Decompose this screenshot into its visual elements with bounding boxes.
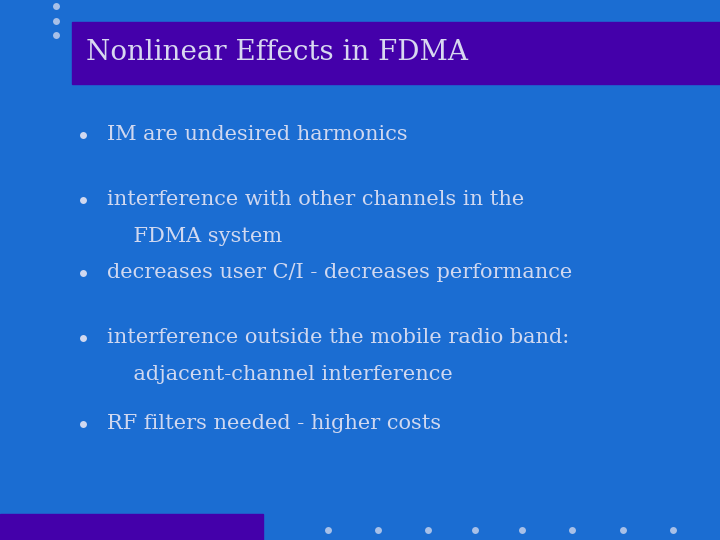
- Bar: [72, 22, 720, 84]
- Text: RF filters needed - higher costs: RF filters needed - higher costs: [107, 414, 441, 434]
- Text: FDMA system: FDMA system: [107, 227, 282, 246]
- Text: interference with other channels in the: interference with other channels in the: [107, 190, 524, 210]
- Text: decreases user C/I - decreases performance: decreases user C/I - decreases performan…: [107, 263, 572, 282]
- Text: Nonlinear Effects in FDMA: Nonlinear Effects in FDMA: [86, 39, 469, 66]
- Text: adjacent-channel interference: adjacent-channel interference: [107, 364, 452, 384]
- Text: interference outside the mobile radio band:: interference outside the mobile radio ba…: [107, 328, 569, 347]
- Text: IM are undesired harmonics: IM are undesired harmonics: [107, 125, 408, 145]
- Bar: [0, 514, 263, 540]
